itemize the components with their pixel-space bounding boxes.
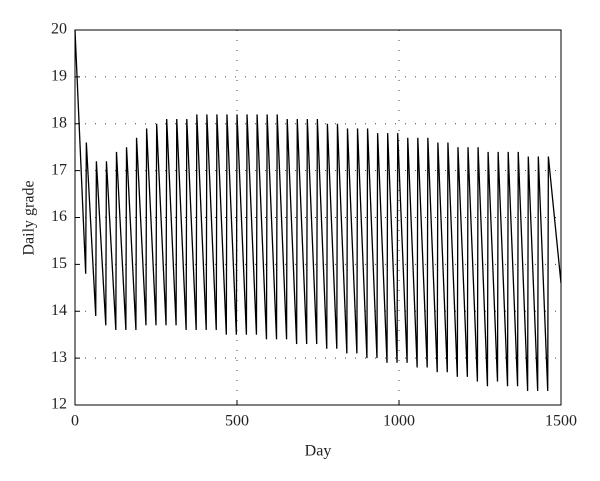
- x-tick-label: 0: [71, 413, 79, 430]
- y-tick-label: 17: [51, 161, 67, 178]
- data-line: [74, 29, 562, 391]
- x-tick-label: 1000: [383, 413, 415, 430]
- x-tick-label: 500: [225, 413, 249, 430]
- y-tick-label: 20: [51, 21, 67, 38]
- x-tick-label: 1500: [545, 413, 577, 430]
- y-tick-label: 16: [51, 208, 67, 225]
- x-axis-label: Day: [305, 443, 332, 460]
- y-axis-label: Daily grade: [21, 180, 38, 255]
- y-tick-label: 18: [51, 114, 67, 131]
- y-tick-label: 12: [51, 396, 67, 413]
- y-tick-label: 14: [51, 302, 67, 319]
- y-tick-label: 13: [51, 349, 67, 366]
- y-tick-label: 19: [51, 68, 67, 85]
- y-tick-label: 15: [51, 255, 67, 272]
- plot-frame: [74, 29, 562, 406]
